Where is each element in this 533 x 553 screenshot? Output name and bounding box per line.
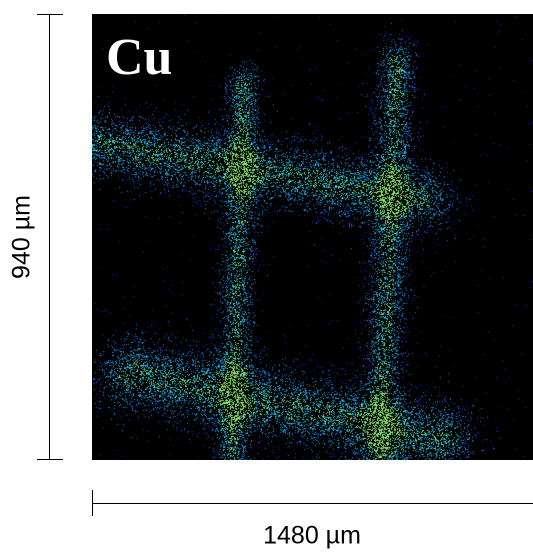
height-scale-bottom-tick	[37, 459, 63, 460]
height-scale-bar	[49, 14, 50, 460]
width-scale-label: 1480 µm	[263, 521, 361, 550]
map-canvas	[92, 14, 533, 460]
height-scale-top-tick	[37, 14, 63, 15]
width-scale-left-tick	[92, 490, 93, 516]
cu-distribution-map: Cu	[92, 14, 533, 460]
width-scale-bar	[92, 503, 533, 504]
element-label: Cu	[106, 29, 173, 86]
height-scale-label: 940 µm	[7, 195, 36, 279]
